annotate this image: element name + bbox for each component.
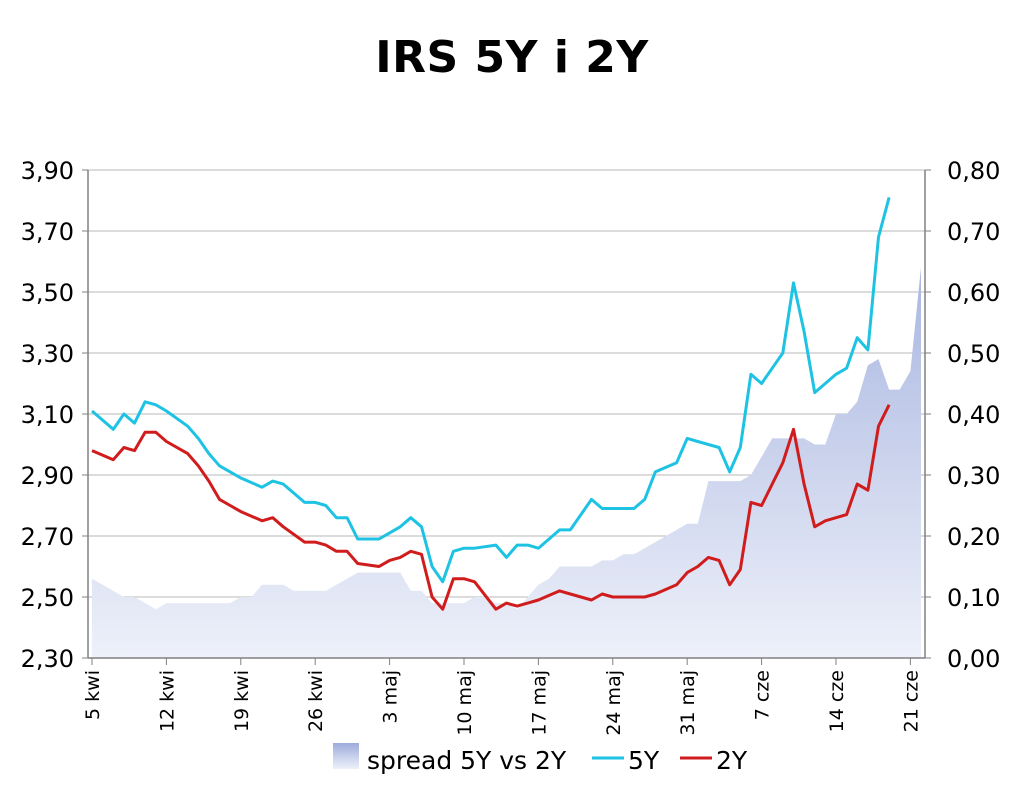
- y-left-tick-label: 2,90: [21, 462, 74, 490]
- x-tick-label: 10 maj: [454, 670, 476, 736]
- legend-label-5y: 5Y: [628, 746, 660, 775]
- x-tick-label: 31 maj: [677, 670, 699, 736]
- y-right-tick-label: 0,80: [947, 157, 1000, 185]
- series-line-2y: [91, 404, 891, 611]
- x-tick-label: 24 maj: [603, 670, 625, 736]
- x-tick-label: 12 kwi: [156, 670, 178, 732]
- x-tick-label: 17 maj: [528, 670, 550, 736]
- series-line-5y: [91, 197, 891, 584]
- y-left-tick-label: 2,70: [21, 523, 74, 551]
- y-right-tick-label: 0,20: [947, 523, 1000, 551]
- chart-title: IRS 5Y i 2Y: [375, 32, 649, 83]
- axes-layer: 2,30 0,00 2,50 0,10 2,70 0,20 2,90 0,30 3,10 0,40…: [21, 157, 1001, 736]
- x-tick-label: 14 cze: [826, 670, 848, 732]
- y-right-tick-label: 0,60: [947, 279, 1000, 307]
- x-tick-label: 26 kwi: [305, 670, 327, 732]
- x-tick-label: 5 kwi: [82, 670, 104, 720]
- y-left-tick-label: 3,90: [21, 157, 74, 185]
- y-left-tick-label: 3,50: [21, 279, 74, 307]
- y-right-tick-label: 0,70: [947, 218, 1000, 246]
- y-left-tick-label: 3,70: [21, 218, 74, 246]
- x-tick-label: 21 cze: [900, 670, 922, 732]
- lines-layer: [91, 197, 891, 611]
- x-tick-label: 19 kwi: [231, 670, 253, 732]
- grid-layer: [88, 169, 925, 598]
- x-tick-label: 3 maj: [380, 670, 402, 724]
- y-right-tick-label: 0,30: [947, 462, 1000, 490]
- y-right-tick-label: 0,10: [947, 584, 1000, 612]
- y-left-tick-label: 3,30: [21, 340, 74, 368]
- y-right-tick-label: 0,50: [947, 340, 1000, 368]
- legend-label-2y: 2Y: [716, 746, 748, 775]
- x-tick-label: 7 cze: [752, 670, 774, 720]
- y-left-tick-label: 2,50: [21, 584, 74, 612]
- legend-swatch-spread: [333, 743, 359, 769]
- legend-label-spread: spread 5Y vs 2Y: [367, 746, 567, 775]
- y-left-tick-label: 2,30: [21, 645, 74, 673]
- y-right-tick-label: 0,40: [947, 401, 1000, 429]
- y-right-tick-label: 0,00: [947, 645, 1000, 673]
- legend: spread 5Y vs 2Y 5Y 2Y: [333, 743, 748, 775]
- y-left-tick-label: 3,10: [21, 401, 74, 429]
